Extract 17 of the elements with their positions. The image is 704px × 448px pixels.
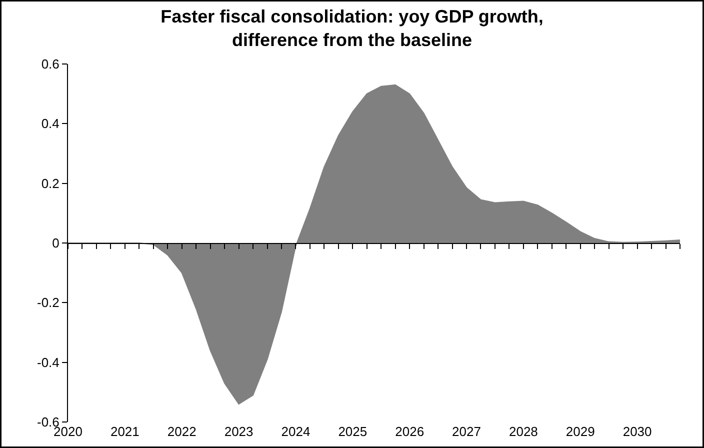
x-tick-label: 2022: [167, 424, 196, 439]
x-tick-label: 2028: [508, 424, 538, 439]
x-tick-label: 2026: [395, 424, 424, 439]
y-tick-label: -0.4: [36, 354, 60, 370]
x-tick-label: 2025: [338, 424, 368, 439]
y-tick-label: 0.2: [41, 176, 60, 191]
x-tick-label: 2027: [452, 424, 481, 439]
y-tick-label: 0.6: [41, 56, 60, 72]
x-tick-label: 2029: [566, 424, 595, 439]
x-tick-label: 2021: [110, 424, 140, 439]
y-tick-label: 0.4: [41, 116, 60, 132]
x-tick-label: 2030: [622, 424, 652, 439]
x-tick-label: 2024: [281, 424, 310, 439]
y-tick-label: 0: [52, 236, 60, 251]
chart-title: Faster fiscal consolidation: yoy GDP growth, difference from the baseline: [160, 6, 544, 50]
x-tick-label: 2023: [224, 424, 254, 439]
y-tick-label: -0.2: [36, 295, 60, 310]
